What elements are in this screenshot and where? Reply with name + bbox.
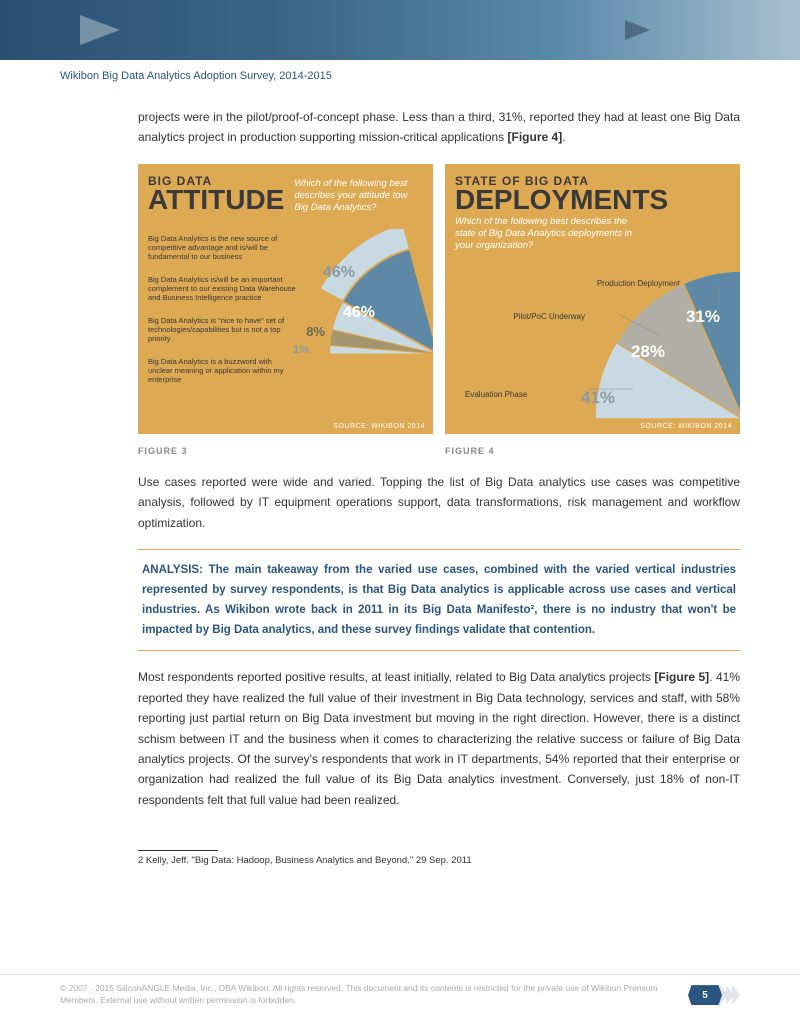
fig3-fan-chart bbox=[263, 229, 433, 359]
results-text-b: . 41% reported they have realized the fu… bbox=[138, 670, 740, 806]
fig4-title-big: DEPLOYMENTS bbox=[455, 188, 730, 212]
results-text-a: Most respondents reported positive resul… bbox=[138, 670, 654, 684]
use-cases-paragraph: Use cases reported were wide and varied.… bbox=[138, 472, 740, 533]
intro-end: . bbox=[562, 130, 565, 144]
fig4-source: SOURCE: WIKIBON 2014 bbox=[640, 423, 732, 430]
page-number-badge: 5 bbox=[688, 985, 722, 1005]
header-banner bbox=[0, 0, 800, 60]
figures-row: BIG DATA ATTITUDE Which of the following… bbox=[138, 164, 740, 434]
fig3-subtitle: Which of the following best describes yo… bbox=[294, 178, 423, 215]
fig4-pct-1: 28% bbox=[631, 342, 665, 362]
chevron-icon bbox=[732, 985, 740, 1005]
fig3-pct-1: 46% bbox=[343, 304, 375, 322]
fig4-pct-0: 31% bbox=[686, 307, 720, 327]
results-paragraph: Most respondents reported positive resul… bbox=[138, 667, 740, 810]
fig3-title-big: ATTITUDE bbox=[148, 188, 284, 212]
survey-title: Wikibon Big Data Analytics Adoption Surv… bbox=[0, 60, 800, 82]
page-footer: © 2007 - 2015 SiliconANGLE Media, Inc., … bbox=[0, 974, 800, 1017]
analysis-text: ANALYSIS: The main takeaway from the var… bbox=[142, 560, 736, 641]
intro-paragraph: projects were in the pilot/proof-of-conc… bbox=[138, 107, 740, 148]
footer-copyright: © 2007 - 2015 SiliconANGLE Media, Inc., … bbox=[60, 983, 688, 1007]
figure-3-card: BIG DATA ATTITUDE Which of the following… bbox=[138, 164, 433, 434]
fig3-pct-2: 8% bbox=[306, 324, 325, 339]
fig4-caption: FIGURE 4 bbox=[445, 446, 740, 456]
fig4-subtitle: Which of the following best describes th… bbox=[455, 216, 645, 253]
footnote-text: 2 Kelly, Jeff. "Big Data: Hadoop, Busine… bbox=[138, 855, 740, 866]
page-number-badge-wrap: 5 bbox=[688, 985, 740, 1005]
figure-captions-row: FIGURE 3 FIGURE 4 bbox=[138, 440, 740, 456]
fig3-pct-0: 46% bbox=[323, 264, 355, 282]
fig3-pct-3: 1% bbox=[293, 344, 309, 356]
fig4-pct-2: 41% bbox=[581, 388, 615, 408]
fig4-label-2: Evaluation Phase bbox=[465, 390, 527, 399]
analysis-callout: ANALYSIS: The main takeaway from the var… bbox=[138, 549, 740, 652]
figure4-ref: [Figure 4] bbox=[508, 130, 563, 144]
figure5-ref: [Figure 5] bbox=[654, 670, 709, 684]
fig3-caption: FIGURE 3 bbox=[138, 446, 433, 456]
page-content: projects were in the pilot/proof-of-conc… bbox=[0, 82, 800, 866]
footnote-divider bbox=[138, 850, 218, 851]
fig3-source: SOURCE: WIKIBON 2014 bbox=[333, 423, 425, 430]
intro-text: projects were in the pilot/proof-of-conc… bbox=[138, 110, 740, 144]
figure-4-card: STATE OF BIG DATA DEPLOYMENTS Which of t… bbox=[445, 164, 740, 434]
fig3-label-3: Big Data Analytics is a buzzword with un… bbox=[148, 357, 298, 384]
